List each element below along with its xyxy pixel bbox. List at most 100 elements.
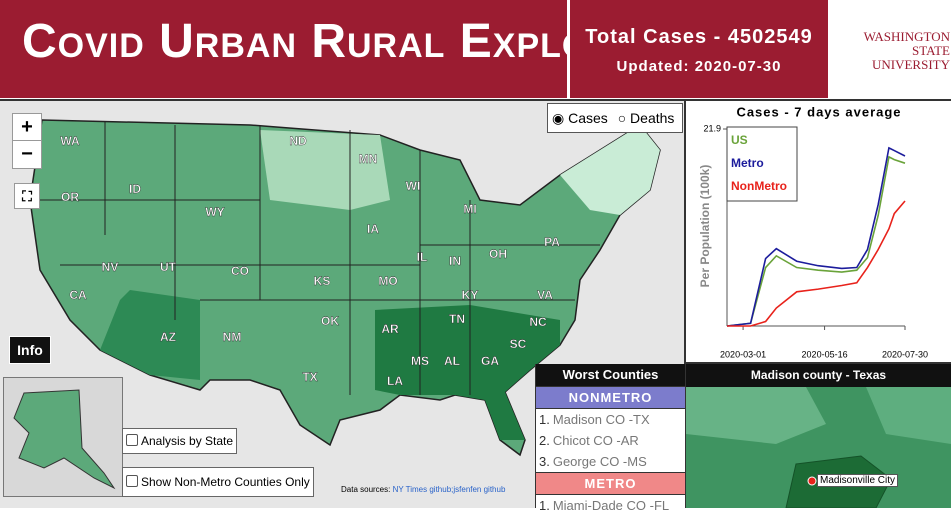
x-tick-label: 2020-03-01 [720, 349, 766, 359]
state-label: AR [381, 322, 399, 336]
series-line [726, 155, 906, 327]
radio-label: Cases [568, 110, 608, 126]
legend-entry: US [731, 133, 748, 147]
legend-entry: Metro [731, 156, 764, 170]
alaska-map [13, 389, 116, 490]
state-label: AL [444, 354, 460, 368]
legend-box [726, 126, 798, 202]
state-label: ID [129, 182, 141, 196]
radio-label: Deaths [630, 110, 675, 126]
state-label: NM [223, 330, 242, 344]
county-row[interactable]: 2. Chicot CO -AR [536, 430, 685, 451]
divider [684, 101, 686, 508]
total-cases: Total Cases - 4502549 [570, 26, 828, 49]
zoom-out[interactable]: − [12, 140, 42, 169]
legend-entry: NonMetro [731, 179, 787, 193]
checkbox-label: Show Non-Metro Counties Only [141, 475, 310, 489]
data-sources: Data sources: NY Times github;jsfenfen g… [341, 485, 505, 494]
state-label: MS [411, 354, 429, 368]
county-title: Madison county - Texas [686, 364, 951, 387]
county-light [866, 387, 951, 444]
total-label: Total Cases - [585, 26, 722, 48]
plains-region [260, 130, 390, 210]
state-label: MI [463, 202, 476, 216]
divider [0, 99, 951, 101]
state-label: PA [544, 235, 560, 249]
updated: Updated: 2020-07-30 [616, 58, 782, 75]
state-label: IN [449, 254, 461, 268]
state-borders [40, 122, 600, 395]
data-sources-links[interactable]: NY Times github;jsfenfen github [392, 485, 506, 494]
state-label: AZ [160, 330, 176, 344]
x-tick-label: 2020-05-16 [802, 349, 848, 359]
state-label: IA [367, 222, 379, 236]
group-header: NONMETRO [536, 386, 685, 409]
state-label: OK [321, 314, 339, 328]
data-sources-label: Data sources: [341, 485, 391, 494]
county-row[interactable]: 1. Miami-Dade CO -FL [536, 495, 685, 516]
analysis-by-state[interactable]: Analysis by State [122, 428, 238, 454]
divider [686, 362, 951, 364]
state-label: WY [205, 205, 224, 219]
logo-top: Washington State [863, 29, 950, 58]
y-tick-label: 21.9 [703, 123, 721, 133]
county-map: Madison county - Texas Madisonville City [686, 364, 951, 508]
state-label: CO [231, 264, 249, 278]
state-label: SC [510, 337, 527, 351]
county-rank: 1. [539, 498, 550, 513]
chart-title: Cases - 7 days average [736, 104, 901, 119]
county-rank: 3. [539, 454, 550, 469]
city-marker[interactable] [807, 476, 817, 486]
county-name: Chicot CO -AR [552, 433, 639, 448]
state-label: TN [449, 312, 465, 326]
state-label: KS [314, 274, 331, 288]
northeast-region [560, 125, 660, 215]
state-label: NC [529, 315, 547, 329]
app-title: Covid Urban Rural Explorer [22, 15, 665, 68]
worst-title: Worst Counties [536, 364, 685, 386]
state-label: ND [289, 134, 307, 148]
county-light [686, 387, 826, 444]
state-label: OR [61, 190, 79, 204]
logo: Washington State University [830, 30, 950, 72]
state-label: UT [160, 260, 177, 274]
state-label: WI [406, 179, 421, 193]
county-name: Madison CO -TX [552, 412, 650, 427]
radio-cases[interactable]: ◉ Cases [552, 110, 608, 126]
state-label: MO [378, 274, 397, 288]
radio-deaths[interactable]: ○ Deaths [617, 110, 675, 126]
series-line [726, 146, 906, 327]
southeast-region [375, 305, 560, 440]
county-name: George CO -MS [552, 454, 647, 469]
worst-counties: Worst Counties NONMETRO 1. Madison CO -TX 2… [535, 364, 685, 513]
totals-panel: Total Cases - 4502549 Updated: 2020-07-3… [570, 0, 828, 98]
county-row[interactable]: 3. George CO -MS [536, 451, 685, 472]
state-label: GA [481, 354, 499, 368]
checkbox-label: Analysis by State [141, 434, 234, 448]
line-chart: Cases - 7 days average Per Population (1… [698, 104, 928, 359]
city-label: Madisonville City [817, 474, 899, 487]
alaska-shape [13, 389, 116, 490]
state-label: NV [102, 260, 119, 274]
state-label: LA [387, 374, 403, 388]
x-tick-label: 2020-07-30 [882, 349, 928, 359]
header-band [0, 0, 567, 98]
state-label: KY [462, 288, 479, 302]
y-axis-label: Per Population (100k) [698, 165, 712, 288]
state-label: TX [302, 370, 317, 384]
state-label: VA [537, 288, 553, 302]
fullscreen[interactable]: ⛶ [14, 183, 40, 209]
non-metro-only[interactable]: Show Non-Metro Counties Only [122, 467, 314, 497]
metric-toggle: ◉ Cases ○ Deaths [547, 103, 683, 133]
group-header: METRO [536, 472, 685, 495]
info-button[interactable]: Info [9, 336, 51, 364]
county-row[interactable]: 1. Madison CO -TX [536, 409, 685, 430]
county-name: Miami-Dade CO -FL [552, 498, 670, 513]
zoom-in[interactable]: + [12, 113, 42, 142]
state-label: CA [69, 288, 87, 302]
total-value: 4502549 [727, 26, 813, 48]
state-label: IL [417, 250, 428, 264]
logo-bottom: University [872, 57, 950, 72]
alaska-inset [3, 377, 123, 497]
